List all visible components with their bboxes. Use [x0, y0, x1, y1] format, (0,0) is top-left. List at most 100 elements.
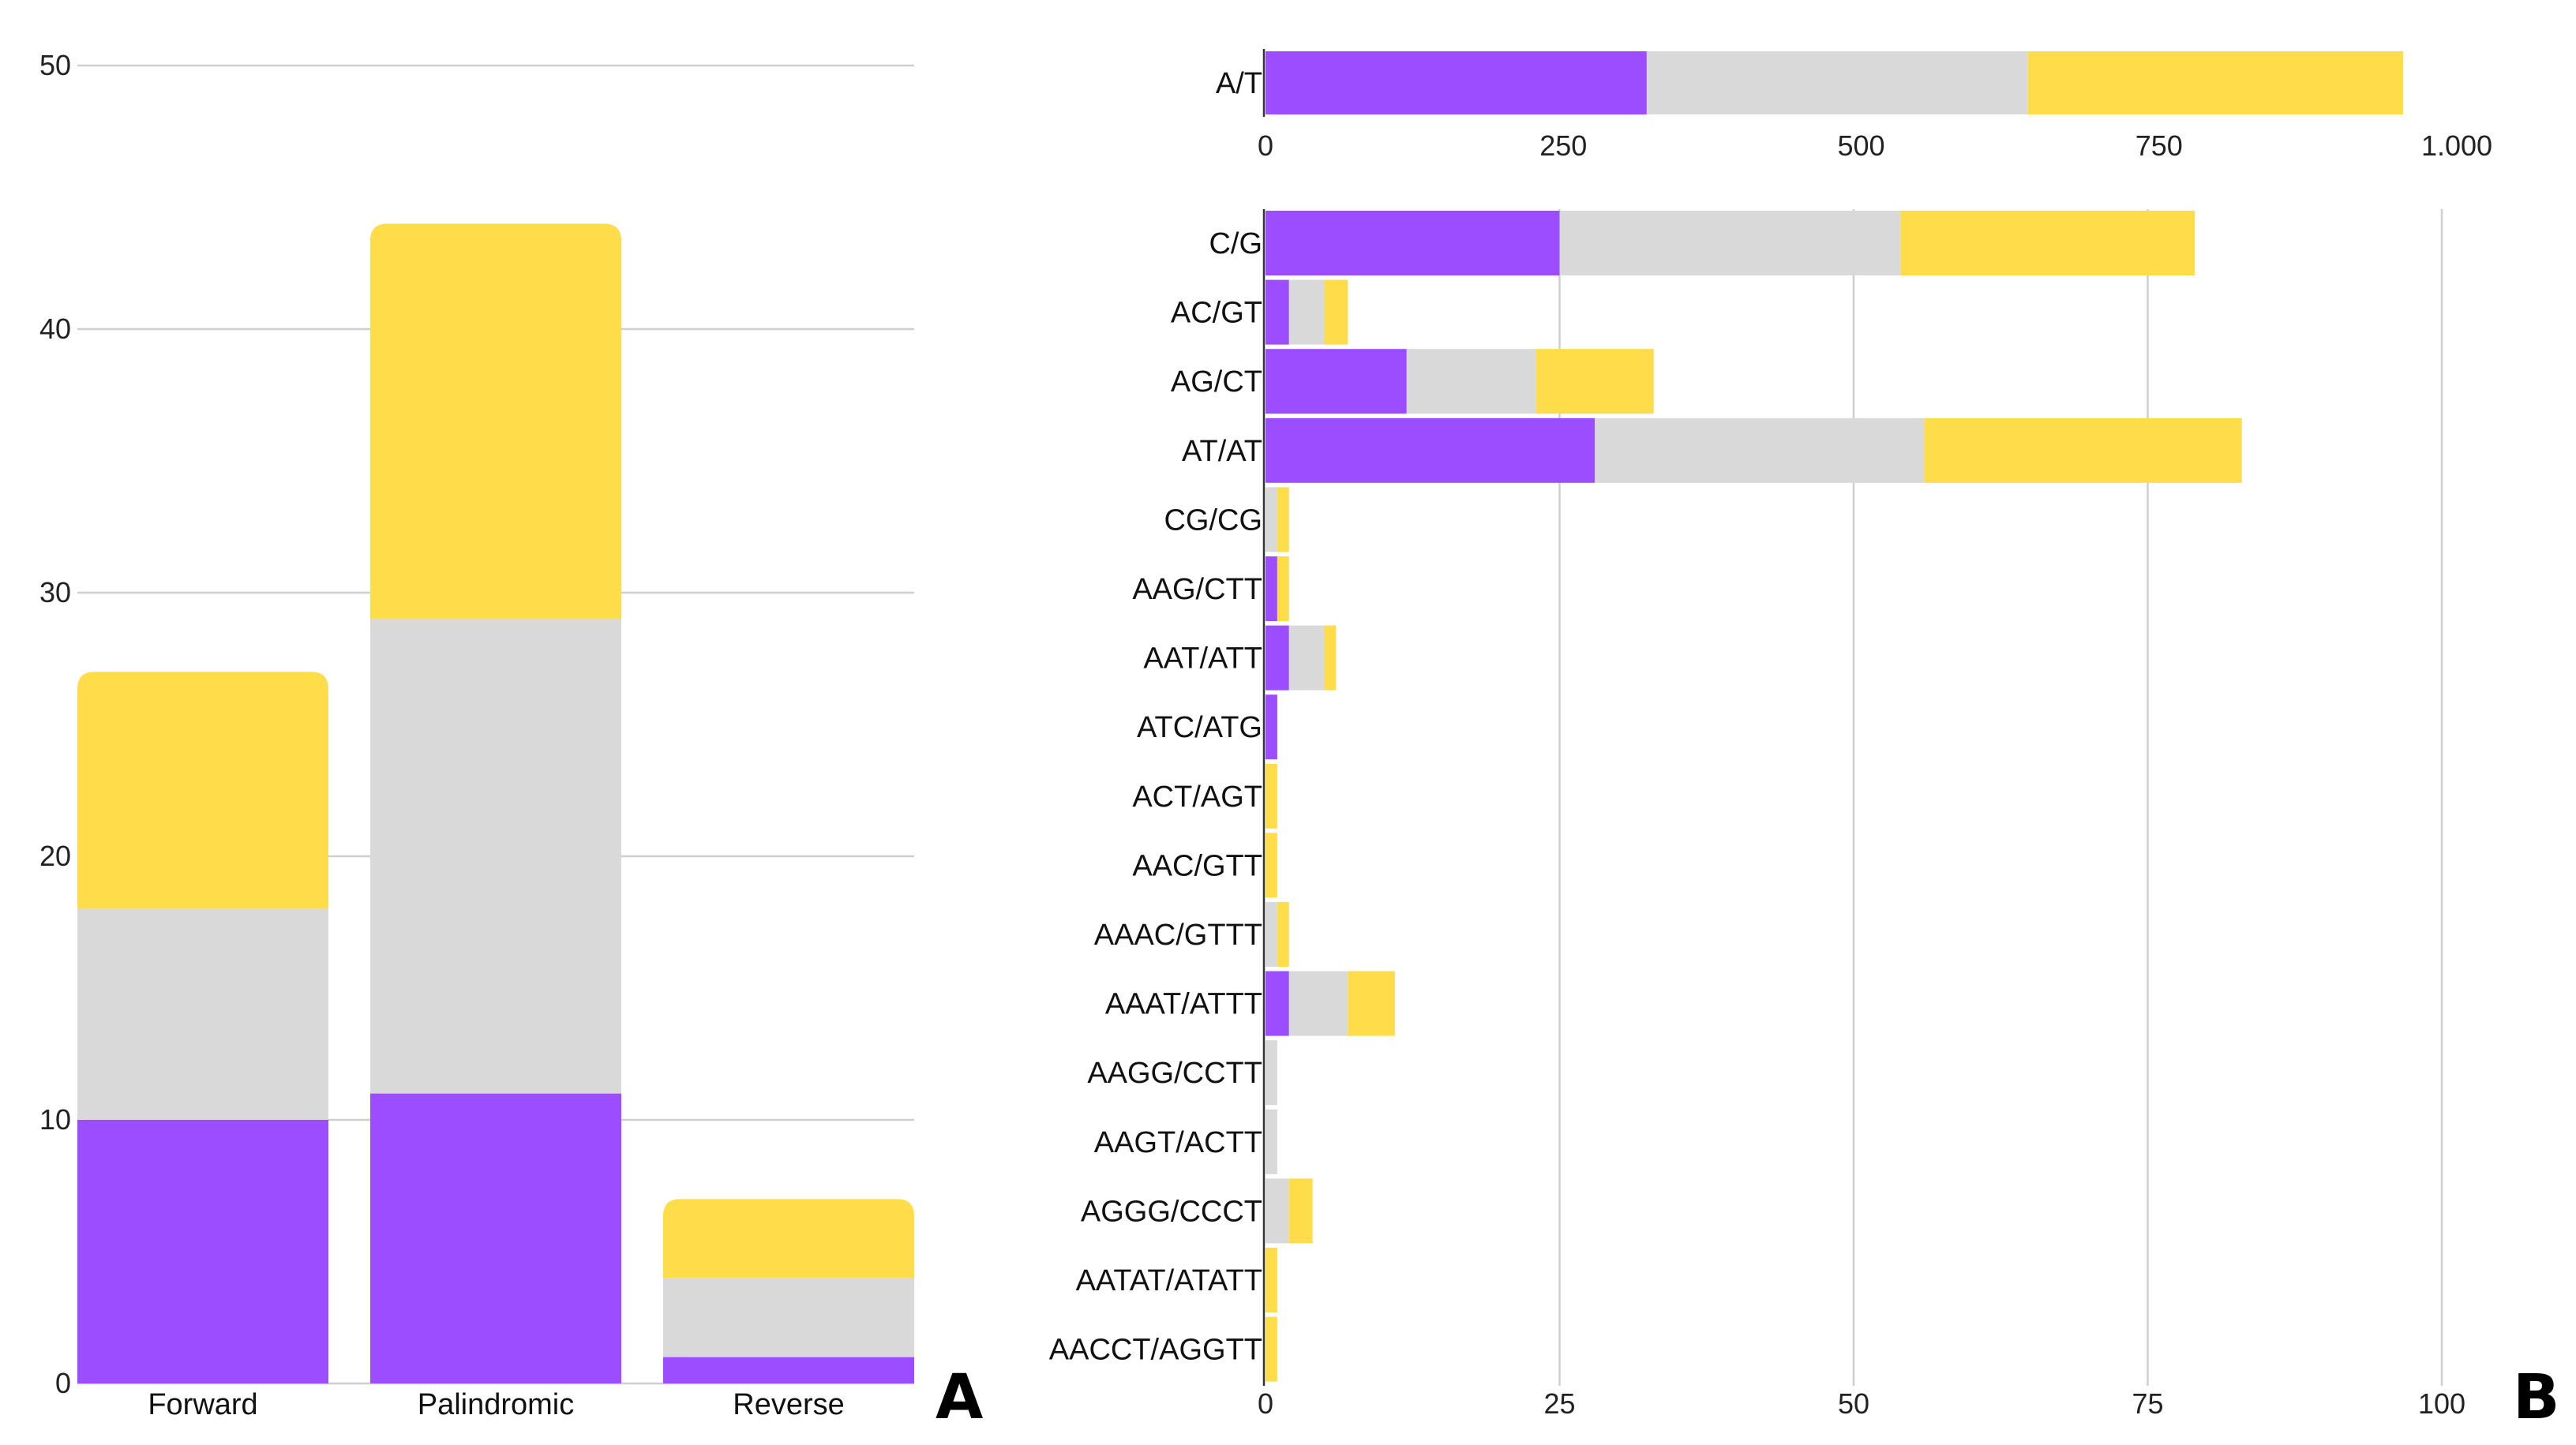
- b-main-bar-c-g-gray: [1559, 211, 1901, 275]
- b-main-category-label: AAAC/GTTT: [1094, 919, 1262, 952]
- b-top-x-tick-label: 1.000: [2421, 129, 2492, 162]
- b-main-x-tick-label: 0: [1258, 1387, 1273, 1420]
- b-top-x-tick-label: 0: [1258, 129, 1273, 162]
- b-top-category-label: A/T: [1216, 67, 1262, 100]
- b-main-bar-ag-ct-gray: [1406, 349, 1536, 414]
- b-top-bar-a-t-yellow: [2027, 51, 2404, 114]
- b-main-bar-aacct-aggtt-yellow: [1266, 1316, 1277, 1382]
- b-main-category-label: AAGG/CCTT: [1087, 1057, 1262, 1090]
- a-y-tick-label: 30: [39, 576, 71, 608]
- b-main-bar-ag-ct-yellow: [1535, 349, 1654, 414]
- a-bar-stack-palindromic: [370, 223, 621, 1383]
- b-main-category-label: C/G: [1209, 227, 1262, 260]
- a-bar-forward-purple: [77, 1120, 328, 1383]
- a-y-tick-label: 10: [39, 1103, 71, 1136]
- b-top-x-tick-label: 500: [1837, 129, 1884, 162]
- b-main-category-label: AT/AT: [1182, 435, 1262, 468]
- b-top-bar-a-t-gray: [1646, 51, 2028, 114]
- b-main-category-label: CG/CG: [1164, 504, 1262, 537]
- b-main-bar-at-at-yellow: [1924, 417, 2242, 483]
- b-main-category-label: AAG/CTT: [1132, 573, 1262, 606]
- panel-a-label: A: [936, 1362, 983, 1433]
- b-main-category-label: AAC/GTT: [1132, 849, 1262, 882]
- b-main-bar-aaat-attt-yellow: [1348, 971, 1395, 1036]
- b-main-bar-aag-ctt-yellow: [1277, 556, 1289, 621]
- b-main-bar-aat-att-purple: [1266, 625, 1289, 691]
- a-category-label: Reverse: [733, 1388, 845, 1421]
- a-bar-forward-yellow: [77, 672, 328, 909]
- panel-b-top-x-tick-labels: 0 250 500 750 1.000: [1258, 129, 2492, 162]
- b-main-x-tick-label: 75: [2132, 1387, 2163, 1420]
- b-main-bar-aggg-ccct-yellow: [1288, 1178, 1313, 1244]
- a-bar-stack-forward: [77, 672, 328, 1383]
- a-y-tick-label: 20: [39, 840, 71, 872]
- b-main-category-label: ATC/ATG: [1137, 711, 1262, 744]
- b-main-bar-aac-gtt-yellow: [1266, 833, 1277, 898]
- b-main-bar-aaac-gttt-yellow: [1277, 902, 1289, 967]
- panel-a-bars: [77, 223, 914, 1383]
- b-main-bar-ag-ct-purple: [1266, 349, 1407, 414]
- panel-b-top-chart: A/T 0 250 500 750 1.000: [1216, 49, 2492, 162]
- a-bar-palindromic-gray: [370, 619, 621, 1094]
- b-main-bar-aagt-actt-gray: [1266, 1109, 1277, 1174]
- a-bar-palindromic-yellow: [370, 223, 621, 620]
- b-top-x-tick-label: 750: [2135, 129, 2183, 162]
- b-main-x-tick-label: 50: [1838, 1387, 1869, 1420]
- a-category-label: Palindromic: [418, 1388, 575, 1421]
- b-main-bar-at-at-gray: [1595, 417, 1925, 483]
- panel-a-category-labels: Forward Palindromic Reverse: [148, 1388, 844, 1421]
- b-main-bar-aat-att-yellow: [1324, 625, 1337, 691]
- a-y-tick-label: 50: [39, 49, 71, 81]
- b-main-bar-aagg-cctt-gray: [1266, 1040, 1277, 1106]
- b-main-category-label: AG/CT: [1171, 365, 1262, 399]
- panel-a-chart: 0 10 20 30 40 50 Forward Palindromic Reverse A: [39, 49, 983, 1433]
- panel-b-top-bars: [1266, 51, 2404, 114]
- b-main-category-label: AAGT/ACTT: [1094, 1126, 1262, 1159]
- b-main-bar-aggg-ccct-gray: [1266, 1178, 1289, 1244]
- b-main-bar-atc-atg-purple: [1266, 694, 1277, 760]
- b-main-category-label: AAT/ATT: [1143, 642, 1262, 676]
- b-main-category-label: AACCT/AGGTT: [1049, 1334, 1262, 1367]
- b-main-bar-at-at-purple: [1266, 417, 1595, 483]
- a-y-tick-label: 40: [39, 313, 71, 345]
- b-top-bar-a-t-purple: [1266, 51, 1647, 114]
- b-main-bar-ac-gt-purple: [1266, 279, 1289, 345]
- b-main-bar-cg-cg-yellow: [1277, 487, 1289, 552]
- b-main-bar-ac-gt-gray: [1288, 279, 1325, 345]
- a-category-label: Forward: [148, 1388, 257, 1421]
- a-y-tick-label: 0: [55, 1367, 71, 1399]
- panel-b-top-category-labels: A/T: [1216, 67, 1262, 100]
- b-main-bar-act-agt-yellow: [1266, 763, 1277, 829]
- b-main-bar-c-g-yellow: [1900, 211, 2195, 275]
- a-bar-reverse-purple: [663, 1357, 914, 1383]
- b-main-x-tick-label: 100: [2418, 1387, 2465, 1420]
- panel-a-y-tick-labels: 0 10 20 30 40 50: [39, 49, 71, 1399]
- b-main-category-label: ACT/AGT: [1132, 781, 1262, 814]
- b-main-category-label: AAAT/ATTT: [1105, 988, 1262, 1021]
- b-main-category-label: AGGG/CCCT: [1081, 1195, 1262, 1228]
- b-main-x-tick-label: 25: [1543, 1387, 1575, 1420]
- a-bar-reverse-gray: [663, 1278, 914, 1357]
- b-top-x-tick-label: 250: [1539, 129, 1587, 162]
- a-bar-reverse-yellow: [663, 1199, 914, 1278]
- b-main-bar-aat-att-gray: [1288, 625, 1325, 691]
- b-main-bar-aaat-attt-purple: [1266, 971, 1289, 1036]
- b-main-bar-ac-gt-yellow: [1324, 279, 1348, 345]
- panel-b-main-x-tick-labels: 0 25 50 75 100: [1258, 1387, 2465, 1420]
- b-main-bar-aatat-atatt-yellow: [1266, 1248, 1277, 1312]
- b-main-bar-aaac-gttt-gray: [1266, 902, 1277, 967]
- b-main-category-label: AC/GT: [1171, 297, 1262, 330]
- panel-b-main-category-labels: C/G AC/GT AG/CT AT/AT CG/CG AAG/CTT AAT/ATT ATC…: [1049, 227, 1262, 1367]
- b-main-bar-aaat-attt-gray: [1288, 971, 1348, 1036]
- b-main-bar-cg-cg-gray: [1266, 487, 1277, 552]
- panel-b-main-gridlines: [1558, 209, 2443, 1386]
- a-bar-palindromic-purple: [370, 1093, 621, 1383]
- panel-b-main-chart: C/G AC/GT AG/CT AT/AT CG/CG AAG/CTT AAT/ATT ATC…: [1049, 209, 2465, 1420]
- b-main-bar-aag-ctt-purple: [1266, 556, 1277, 621]
- b-main-bar-c-g-purple: [1266, 211, 1560, 275]
- b-main-category-label: AATAT/ATATT: [1076, 1264, 1262, 1297]
- panel-b-main-bars: [1266, 211, 2242, 1382]
- a-bar-forward-gray: [77, 908, 328, 1120]
- panel-b-label: B: [2513, 1362, 2559, 1433]
